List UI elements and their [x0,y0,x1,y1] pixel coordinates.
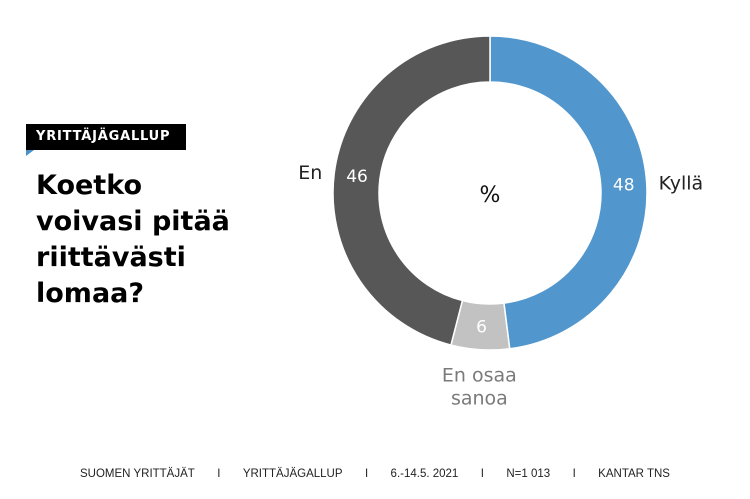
footer-separator: I [480,468,484,480]
slice-category-label: Kyllä [659,172,704,194]
slice-category-label: En [298,162,322,184]
footer-sample: N=1 013 [506,468,551,480]
question-title: Koetko voivasi pitää riittävästi lomaa? [36,168,266,312]
slice-value-label: 46 [346,167,368,187]
slice-value-label: 6 [476,318,487,338]
footer-separator: I [572,468,576,480]
footer: SUOMEN YRITTÄJÄT I YRITTÄJÄGALLUP I 6.-1… [80,468,670,480]
footer-separator: I [364,468,369,480]
footer-separator: I [217,468,221,480]
badge-accent [26,150,34,156]
question-line: lomaa? [36,278,145,309]
footer-source: SUOMEN YRITTÄJÄT [80,468,195,480]
footer-dates: 6.-14.5. 2021 [390,468,459,480]
footer-agency: KANTAR TNS [598,468,670,480]
question-line: Koetko [36,170,142,201]
center-label: % [480,183,501,208]
slice-value-label: 48 [613,176,635,196]
slice-category-label: En osaa sanoa [442,365,517,410]
footer-survey: YRITTÄJÄGALLUP [242,468,343,480]
question-line: voivasi pitää [36,206,230,237]
slice-2 [332,35,491,346]
donut-chart: 48 Kyllä 6 En osaa sanoa 46 En % [298,35,704,410]
question-line: riittävästi [36,242,186,273]
slice-0 [489,35,648,350]
badge: YRITTÄJÄGALLUP [26,124,186,150]
